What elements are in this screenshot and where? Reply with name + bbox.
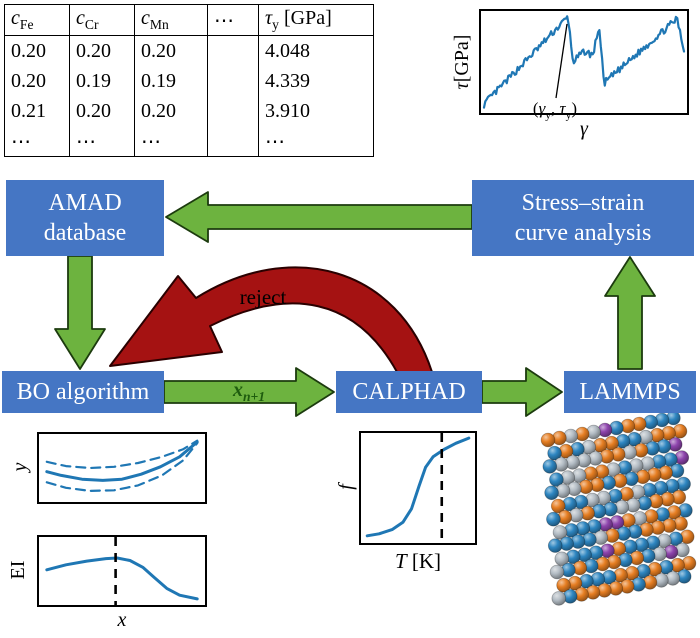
- table-header-ellipsis: ⋯: [207, 4, 259, 36]
- arrow-amad-to-bo: [54, 255, 106, 370]
- table-row: 0.21 0.20 0.20 3.910: [5, 96, 374, 126]
- gp-upper-bound-curve: [45, 439, 199, 470]
- gp-plot-frame: [37, 432, 207, 504]
- calphad-label: CALPHAD: [352, 379, 466, 405]
- ei-plot-frame: [37, 535, 207, 607]
- table-header-tau-y: τy [GPa]: [258, 4, 374, 36]
- amad-database-box: AMAD database: [6, 180, 164, 256]
- table-cell: ⋯: [69, 126, 135, 157]
- table-cell: 0.20: [11, 69, 46, 92]
- amad-database-label-line1: AMAD: [48, 190, 122, 216]
- lammps-label: LAMMPS: [579, 379, 681, 405]
- yield-point-annotation: (γy, τy): [532, 99, 578, 122]
- stress-plot-xlabel: γ: [580, 118, 588, 140]
- ei-plot-xlabel: x: [117, 609, 127, 631]
- stress-strain-curve: [482, 15, 686, 109]
- reject-arrow: [109, 266, 433, 373]
- table-cell: 0.20: [69, 35, 135, 66]
- table-cell: ⋯: [258, 126, 374, 157]
- table-cell: 4.339: [258, 66, 374, 96]
- arrow-calphad-to-lammps: [481, 367, 563, 417]
- atomistic-structure-image: [540, 410, 697, 606]
- table-cell: 0.20: [134, 96, 208, 126]
- table-cell: [207, 126, 259, 157]
- ei-plot-ylabel: EI: [7, 560, 29, 580]
- table-cell: 0.20: [11, 39, 46, 62]
- stress-strain-analysis-box: Stress–strain curve analysis: [472, 180, 694, 256]
- table-header-cCr: cCr: [69, 4, 135, 36]
- stress-plot-ylabel: τ [GPa]: [451, 34, 473, 90]
- gp-plot-ylabel: y: [9, 462, 31, 472]
- bo-algorithm-label: BO algorithm: [16, 379, 150, 405]
- table-cell: 0.19: [134, 66, 208, 96]
- table-cell: ⋯: [134, 126, 208, 157]
- table-cell: 4.048: [258, 35, 374, 66]
- arrow-bo-to-calphad: [163, 367, 335, 417]
- phase-fraction-plot-frame: [359, 431, 477, 545]
- arrow-analysis-to-amad: [165, 191, 473, 243]
- calphad-box: CALPHAD: [336, 371, 482, 413]
- table-cell: [207, 96, 259, 126]
- phase-fraction-xlabel: T [K]: [394, 549, 442, 573]
- reject-label: reject: [239, 285, 287, 309]
- table-row: 0.20 0.19 0.19 4.339: [5, 66, 374, 96]
- phase-fraction-curve: [365, 436, 471, 538]
- analysis-label-line1: Stress–strain: [521, 190, 645, 216]
- analysis-label-line2: curve analysis: [514, 220, 652, 246]
- table-header-row: cFe cCr cMn ⋯ τy [GPa]: [4, 4, 374, 36]
- table-cell: ⋯: [11, 130, 31, 153]
- table-cell: 0.20: [69, 96, 135, 126]
- table-cell: 0.20: [134, 35, 208, 66]
- table-row: ⋯ ⋯ ⋯ ⋯: [5, 126, 374, 157]
- table-header-cMn: cMn: [134, 4, 208, 36]
- phase-fraction-ylabel: f: [335, 484, 357, 490]
- amad-database-label-line2: database: [43, 220, 127, 246]
- table-cell: [207, 35, 259, 66]
- composition-table: cFe cCr cMn ⋯ τy [GPa] 0.20 0.20 0.20 4.…: [4, 4, 374, 157]
- table-cell: 3.910: [258, 96, 374, 126]
- gp-mean-curve: [45, 440, 199, 482]
- table-cell: 0.21: [11, 99, 46, 122]
- x-next-label: xn+1: [232, 379, 266, 404]
- annotation-pointer-line: [555, 23, 568, 99]
- table-row: 0.20 0.20 0.20 4.048: [5, 35, 374, 66]
- table-cell: [207, 66, 259, 96]
- bo-algorithm-box: BO algorithm: [2, 371, 164, 413]
- gp-lower-bound-curve: [45, 442, 199, 492]
- arrow-lammps-to-analysis: [604, 256, 656, 370]
- lammps-box: LAMMPS: [564, 371, 696, 413]
- ei-curve: [45, 556, 199, 601]
- stress-plot-frame: [479, 9, 689, 115]
- table-header-cFe: cFe: [4, 4, 70, 36]
- table-cell: 0.19: [69, 66, 135, 96]
